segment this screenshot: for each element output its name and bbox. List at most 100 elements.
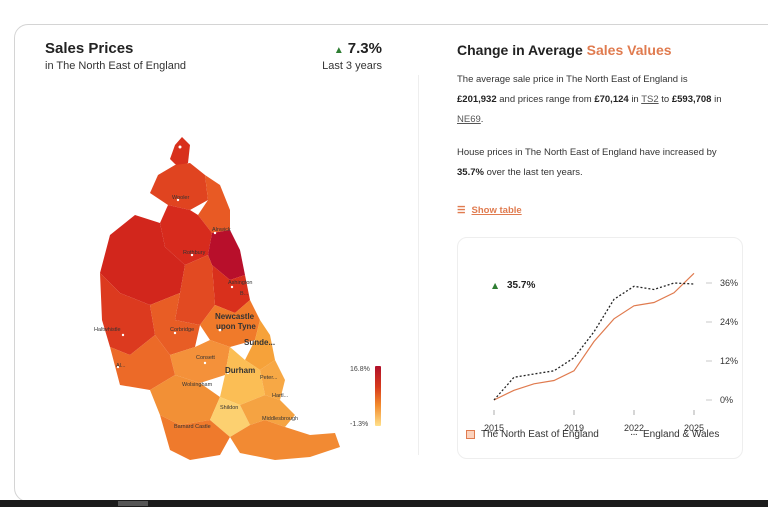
map-town-dot <box>116 365 120 369</box>
y-tick-label: 12% <box>720 356 738 366</box>
triangle-up-icon: ▲ <box>492 281 499 290</box>
map-town-dot <box>176 198 180 202</box>
map-area-haltwhistle[interactable] <box>100 273 155 355</box>
min-area-link[interactable]: TS2 <box>641 94 659 105</box>
map-town-dot <box>226 371 230 375</box>
stat-period: Last 3 years <box>322 60 382 72</box>
chart-svg: 2015 2019 2022 2025 36% 24% 12% 0% ▲ 35.7% <box>484 272 738 433</box>
map-area-coast-north[interactable] <box>208 230 245 280</box>
region-choropleth-map[interactable]: Wooler Alnwick Rothbury Ashington B... N… <box>80 115 360 465</box>
series-line-1 <box>493 282 695 401</box>
map-label-rothbury: Rothbury <box>183 250 206 256</box>
map-label-alnwick: Alnwick <box>212 227 231 233</box>
growth-percent: 35.7% <box>457 167 484 178</box>
map-label-wolsingham: Wolsingham <box>182 382 213 388</box>
para1-to: to <box>661 94 670 105</box>
price-change-chart: 2015 2019 2022 2025 36% 24% 12% 0% ▲ 35.7% <box>457 237 743 459</box>
map-town-dot <box>230 285 234 289</box>
taskbar-strip <box>0 500 768 507</box>
average-price: £201,932 <box>457 94 497 105</box>
map-area-barnard-castle[interactable] <box>160 415 230 460</box>
map-town-dot <box>218 328 222 332</box>
map-town-dot <box>190 253 194 257</box>
map-label-sunderland: Sunde... <box>244 338 275 347</box>
map-area-consett[interactable] <box>170 340 230 383</box>
map-label-hartlepool: Hartl... <box>272 393 289 399</box>
legend-item-england-wales[interactable]: ··· England & Wales <box>630 429 719 440</box>
para1-in1: in <box>631 94 639 105</box>
map-area-corbridge[interactable] <box>150 293 200 355</box>
show-table-label: Show table <box>471 205 522 216</box>
show-table-link[interactable]: ☰ Show table <box>457 205 522 216</box>
map-label-wooler: Wooler <box>172 195 189 201</box>
map-label-shildon: Shildon <box>220 405 238 411</box>
map-area-alnwick[interactable] <box>198 175 230 233</box>
map-label-peterlee: Peter... <box>260 375 278 381</box>
triangle-up-icon: ▲ <box>333 45 344 56</box>
map-area-rothbury[interactable] <box>160 205 212 265</box>
min-price: £70,124 <box>594 94 629 105</box>
map-label-newcastle-2: upon Tyne <box>216 322 256 331</box>
legend-item-north-east[interactable]: The North East of England <box>466 429 599 440</box>
map-label-consett: Consett <box>196 355 215 361</box>
list-icon: ☰ <box>457 205 466 216</box>
map-label-barnard-castle: Barnard Castle <box>174 424 211 430</box>
legend-swatch-north-east <box>466 430 475 439</box>
map-label-corbridge: Corbridge <box>170 327 194 333</box>
para1-prefix: The average sale price in The North East… <box>457 74 688 85</box>
map-area-wolsingham[interactable] <box>150 375 220 425</box>
legend-label-england-wales: England & Wales <box>643 429 720 440</box>
summary-paragraph-prices: The average sale price in The North East… <box>457 70 727 130</box>
map-area-hexham[interactable] <box>175 255 215 325</box>
change-title-accent: Sales Values <box>586 42 672 58</box>
map-area-north-tip[interactable] <box>170 137 190 167</box>
map-town-dot <box>178 145 182 149</box>
y-tick-label: 36% <box>720 278 738 288</box>
map-area-hartlepool[interactable] <box>240 395 295 427</box>
section-title: Sales Prices <box>45 40 134 57</box>
change-title-plain: Change in Average <box>457 42 583 58</box>
taskbar-segment <box>118 501 148 506</box>
legend-label-north-east: The North East of England <box>481 429 599 440</box>
map-label-newcastle-1: Newcastle <box>215 312 255 321</box>
map-label-ashington: Ashington <box>228 280 252 286</box>
y-tick-label: 0% <box>720 395 733 405</box>
map-town-dot <box>213 231 217 235</box>
map-area-shildon[interactable] <box>210 397 250 437</box>
map-area-kielder[interactable] <box>100 215 185 305</box>
map-label-haltwhistle: Haltwhistle <box>94 327 121 333</box>
legend-max-value: 16.8% <box>350 366 370 373</box>
map-label-blyth: B... <box>240 291 249 297</box>
map-area-wooler[interactable] <box>150 163 208 210</box>
para1-mid: and prices range from <box>499 94 592 105</box>
summary-paragraph-growth: House prices in The North East of Englan… <box>457 143 727 183</box>
para1-in2: in <box>714 94 722 105</box>
max-area-link[interactable]: NE69 <box>457 114 481 125</box>
para2-mid: increased by <box>662 147 717 158</box>
map-label-alston: Al... <box>116 363 126 369</box>
map-town-dot <box>203 361 207 365</box>
map-area-ashington[interactable] <box>212 265 250 313</box>
map-area-sunderland[interactable] <box>245 320 275 370</box>
map-area-peterlee[interactable] <box>260 360 285 400</box>
map-area-alston[interactable] <box>110 335 175 390</box>
series-line-0 <box>493 272 695 401</box>
legend-swatch-england-wales: ··· <box>630 429 638 440</box>
column-divider <box>418 75 419 455</box>
map-area-middlesbrough[interactable] <box>230 420 340 460</box>
change-title: Change in Average Sales Values <box>457 42 672 58</box>
map-area-durham[interactable] <box>220 347 265 405</box>
para2-prefix: House prices in The North East of Englan… <box>457 147 661 158</box>
map-area-newcastle[interactable] <box>200 300 260 347</box>
price-change-stat: ▲ 7.3% <box>320 40 382 57</box>
section-subtitle: in The North East of England <box>45 60 187 72</box>
x-tick-label: 2015 <box>484 423 504 433</box>
para2-end: over the last ten years. <box>486 167 583 178</box>
para1-end: . <box>480 114 484 125</box>
map-town-dot <box>121 333 125 337</box>
map-label-middlesbrough: Middlesbrough <box>262 416 298 422</box>
map-label-durham: Durham <box>225 366 255 375</box>
x-tick-label: 2019 <box>564 423 584 433</box>
x-tick-label: 2022 <box>624 423 644 433</box>
map-town-dot <box>173 331 177 335</box>
